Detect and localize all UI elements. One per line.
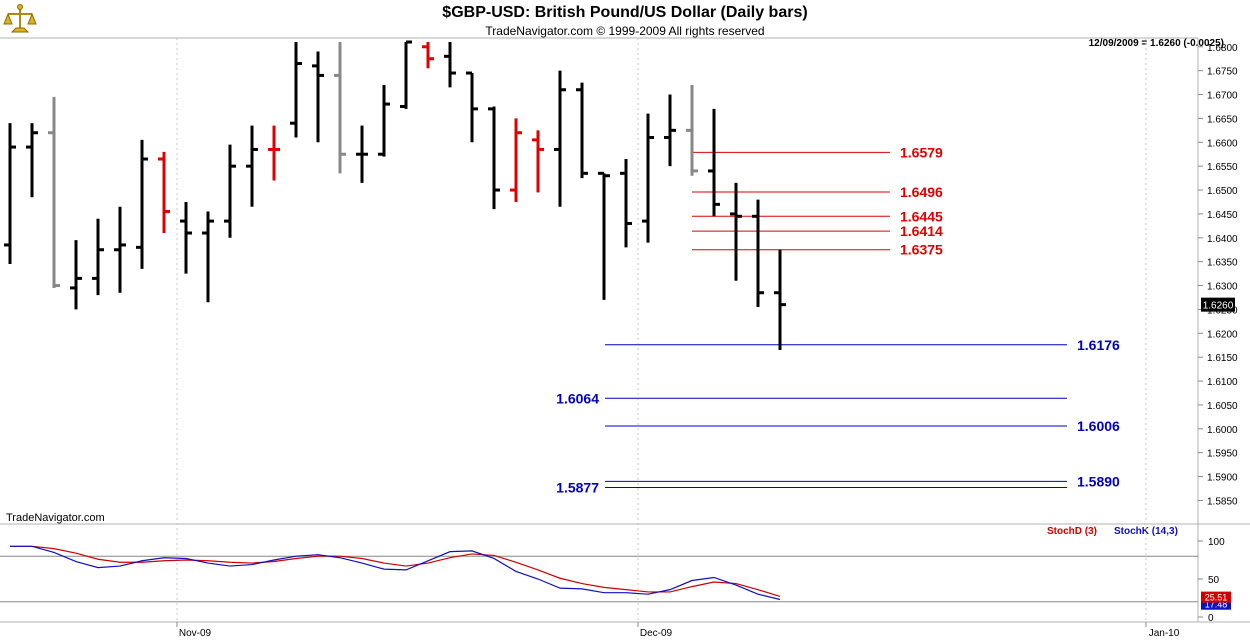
price-tick-label: 1.6400: [1207, 234, 1238, 245]
ohlc-bar: [400, 40, 412, 109]
support-label: 1.5877: [556, 480, 599, 496]
support-label: 1.6176: [1077, 337, 1120, 353]
ohlc-bar: [444, 42, 456, 88]
ohlc-bar: [356, 125, 368, 183]
price-tick-label: 1.6150: [1207, 353, 1238, 364]
ohlc-bar: [290, 42, 302, 138]
ohlc-bar: [48, 96, 60, 288]
price-tick-label: 1.6800: [1207, 43, 1238, 54]
price-tick-label: 1.6200: [1207, 329, 1238, 340]
ohlc-bar: [576, 82, 588, 179]
price-tick-label: 1.6700: [1207, 91, 1238, 102]
vertical-gridlines: [176, 38, 1147, 622]
ohlc-bar: [510, 118, 522, 202]
stochastic-panel: 100 50 0: [0, 537, 1225, 624]
price-tick-label: 1.6500: [1207, 186, 1238, 197]
ohlc-bar: [532, 130, 544, 193]
resistance-label: 1.6414: [900, 223, 943, 239]
ohlc-bar: [730, 182, 742, 281]
ohlc-bar: [202, 211, 214, 303]
stoch-d-line: [10, 545, 781, 598]
ohlc-bar: [752, 199, 764, 308]
last-price-tag: 1.6260: [1203, 301, 1234, 312]
time-tick-label: Jan-10: [1149, 628, 1180, 639]
ohlc-bar: [686, 84, 698, 176]
stoch-tick-label: 0: [1208, 613, 1214, 624]
last-price-tag-bg: [1201, 297, 1235, 312]
ohlc-bar: [180, 201, 192, 274]
ohlc-bar: [224, 144, 236, 238]
ohlc-bar: [70, 240, 82, 310]
ohlc-bars: [4, 40, 786, 351]
ohlc-bar: [158, 151, 170, 234]
chart-subtitle: TradeNavigator.com © 1999-2009 All right…: [485, 24, 765, 38]
stoch-k-line: [10, 545, 781, 601]
price-tick-label: 1.6450: [1207, 210, 1238, 221]
stoch-d-tag: 25.51: [1205, 593, 1228, 603]
watermark-text: TradeNavigator.com: [6, 512, 105, 524]
ohlc-bar: [708, 108, 720, 217]
stoch-k-tag: 17.48: [1205, 600, 1228, 610]
ohlc-bar: [114, 206, 126, 293]
chart-title: $GBP-USD: British Pound/US Dollar (Daily…: [442, 4, 808, 21]
price-tick-label: 1.6300: [1207, 282, 1238, 293]
resistance-label: 1.6579: [900, 144, 943, 160]
ohlc-bar: [620, 159, 632, 248]
price-axis: 1.6800 1.6750 1.6700 1.6650 1.6600 1.6550 1.65…: [1198, 43, 1238, 507]
ohlc-bar: [26, 123, 38, 198]
stoch-tick-label: 50: [1208, 575, 1220, 586]
ohlc-bar: [136, 139, 148, 269]
resistance-label: 1.6375: [900, 242, 943, 258]
ohlc-bar: [598, 171, 610, 300]
ohlc-bar: [268, 125, 280, 181]
price-tick-label: 1.6000: [1207, 425, 1238, 436]
price-tick-label: 1.6100: [1207, 377, 1238, 388]
ohlc-bar: [4, 123, 16, 265]
ohlc-bar: [312, 51, 324, 143]
price-tick-label: 1.6550: [1207, 162, 1238, 173]
resistance-label: 1.6445: [900, 208, 943, 224]
time-tick-label: Nov-09: [179, 628, 212, 639]
ohlc-bar: [334, 42, 346, 174]
ohlc-bar: [378, 84, 390, 157]
price-tick-label: 1.5900: [1207, 473, 1238, 484]
support-label: 1.6006: [1077, 418, 1120, 434]
tradenavigator-logo-icon: [2, 2, 38, 36]
time-axis: Nov-09 Dec-09 Jan-10: [176, 622, 1180, 639]
stoch-d-tag-bg: [1201, 591, 1231, 603]
support-label: 1.5890: [1077, 473, 1120, 489]
ohlc-bar: [422, 42, 434, 69]
stoch-tick-label: 100: [1208, 537, 1225, 548]
resistance-label: 1.6496: [900, 184, 943, 200]
ohlc-bar: [466, 71, 478, 143]
price-tick-label: 1.6750: [1207, 67, 1238, 78]
price-tick-label: 1.6350: [1207, 258, 1238, 269]
ohlc-bar: [246, 125, 258, 207]
price-tick-label: 1.5950: [1207, 449, 1238, 460]
ohlc-bar: [554, 70, 566, 207]
ohlc-bar: [92, 218, 104, 296]
price-tick-label: 1.6600: [1207, 138, 1238, 149]
price-tick-label: 1.5850: [1207, 496, 1238, 507]
ohlc-bar: [642, 113, 654, 243]
price-tick-label: 1.6050: [1207, 401, 1238, 412]
stoch-k-tag-bg: [1201, 598, 1231, 610]
price-readout: 12/09/2009 = 1.6260 (-0.0025): [1088, 38, 1224, 49]
price-tick-label: 1.6650: [1207, 114, 1238, 125]
legend-stoch-d: StochD (3): [1047, 526, 1097, 537]
ohlc-bar: [488, 106, 500, 210]
support-label: 1.6064: [556, 390, 599, 406]
time-tick-label: Dec-09: [640, 628, 673, 639]
ohlc-bar: [664, 94, 676, 167]
ohlc-bar: [774, 249, 786, 351]
legend-stoch-k: StochK (14,3): [1114, 526, 1178, 537]
